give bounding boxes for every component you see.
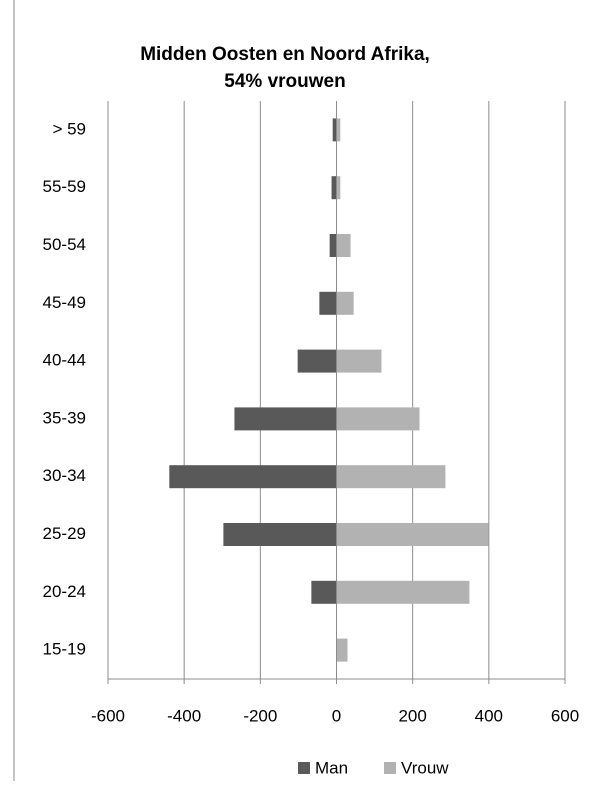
x-tick-label: 0	[332, 706, 341, 725]
bar	[336, 523, 489, 546]
bar	[169, 465, 337, 489]
bar	[336, 176, 341, 200]
legend-label: Man	[315, 758, 348, 777]
bar	[332, 118, 337, 142]
bar	[223, 523, 337, 546]
y-tick-label: 45-49	[43, 293, 86, 312]
bar	[234, 407, 337, 431]
bar	[336, 234, 351, 257]
y-tick-label: 20-24	[43, 582, 86, 601]
chart-title: Midden Oosten en Noord Afrika,	[140, 44, 430, 65]
y-tick-label: 40-44	[43, 351, 86, 370]
y-tick-label: 15-19	[43, 640, 86, 659]
bar	[336, 580, 470, 604]
bar	[336, 118, 341, 142]
y-tick-label: 30-34	[43, 466, 86, 485]
y-tick-label: 50-54	[43, 235, 86, 254]
bar	[336, 465, 446, 489]
x-tick-label: -600	[91, 706, 125, 725]
legend-label: Vrouw	[401, 758, 449, 777]
bar	[331, 176, 337, 200]
bar	[297, 349, 337, 373]
bar	[336, 349, 382, 373]
x-tick-label: -400	[167, 706, 201, 725]
bar	[319, 291, 337, 315]
y-tick-label: 55-59	[43, 177, 86, 196]
legend-swatch	[298, 762, 310, 774]
bar	[336, 291, 354, 315]
x-tick-label: 400	[475, 706, 503, 725]
chart-title: 54% vrouwen	[224, 71, 345, 92]
y-tick-label: 35-39	[43, 408, 86, 427]
bar	[329, 234, 337, 257]
bar	[336, 638, 348, 662]
bar	[336, 407, 420, 431]
x-tick-label: 200	[398, 706, 426, 725]
x-tick-label: -200	[243, 706, 277, 725]
legend-swatch	[384, 762, 396, 774]
x-tick-label: 600	[551, 706, 579, 725]
bar	[311, 580, 337, 604]
y-tick-label: > 59	[52, 119, 86, 138]
y-tick-label: 25-29	[43, 524, 86, 543]
